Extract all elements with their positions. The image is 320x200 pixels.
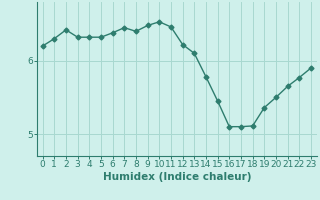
X-axis label: Humidex (Indice chaleur): Humidex (Indice chaleur) [102,172,251,182]
